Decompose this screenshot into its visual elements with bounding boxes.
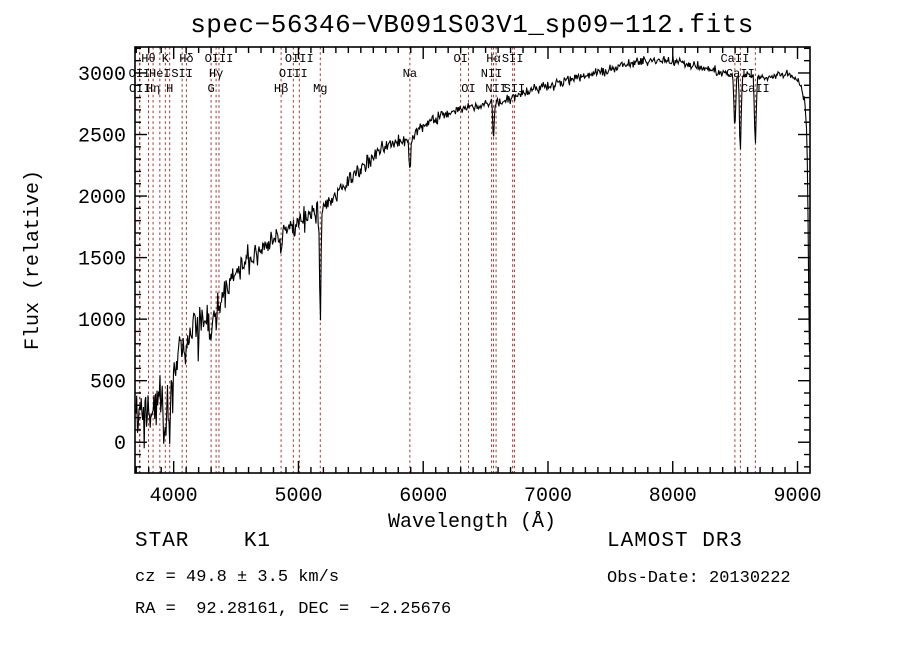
spectral-line-markers	[138, 47, 756, 473]
spectrum-trace-group	[135, 56, 811, 449]
spectral-line-label: Na	[403, 67, 417, 81]
survey-label: LAMOST DR3	[607, 530, 744, 553]
spectral-line-label: NII	[485, 82, 507, 96]
spectral-line-label: H	[166, 82, 173, 96]
y-tick-label: 2500	[78, 126, 126, 149]
spectral-line-label: NII	[481, 67, 503, 81]
x-tick-label: 4000	[150, 485, 198, 508]
chart-title: spec−56346−VB091S03V1_sp09−112.fits	[190, 10, 754, 40]
spectral-line-label: Hβ	[274, 82, 288, 96]
spectral-line-label: CaII	[741, 82, 770, 96]
spectral-line-label: Hγ	[209, 67, 223, 81]
spectral-line-labels: OIIOIIHθHηHeIKHSIIHδGHγOIIIHβOIIIOIIIMgN…	[129, 52, 770, 96]
spectral-line-label: HeI	[149, 67, 171, 81]
obs-date-value: Obs-Date: 20130222	[607, 569, 791, 588]
spectral-line-label: CaII	[720, 52, 749, 66]
x-tick-label: 5000	[274, 485, 322, 508]
x-axis-title: Wavelength (Å)	[388, 511, 556, 534]
spectrum-trace	[135, 56, 811, 449]
y-tick-label: 3000	[78, 64, 126, 87]
tick-labels: 4000 5000 6000 7000 8000 9000 0 500 1000 1500 2000…	[78, 64, 822, 508]
spectral-line-label: Mg	[313, 82, 327, 96]
spectral-line-label: Hδ	[179, 52, 193, 66]
plot-border	[134, 46, 811, 474]
spectral-line-label: OII	[129, 67, 151, 81]
y-tick-label: 1000	[78, 310, 126, 333]
object-class-label: STAR K1	[135, 530, 272, 553]
spectral-line-label: OIII	[205, 52, 234, 66]
spectral-line-label: Hη	[146, 82, 160, 96]
spectral-line-label: OIII	[279, 67, 308, 81]
spectral-line-label: SII	[171, 67, 193, 81]
y-axis-title: Flux (relative)	[22, 170, 45, 350]
spectral-line-label: G	[208, 82, 215, 96]
spectral-line-label: Hα	[486, 52, 500, 66]
x-tick-label: 9000	[774, 485, 822, 508]
axes	[134, 46, 811, 474]
x-tick-label: 7000	[524, 485, 572, 508]
spectral-line-label: K	[162, 52, 170, 66]
y-tick-label: 0	[114, 433, 126, 456]
x-tick-label: 6000	[399, 485, 447, 508]
cz-value: cz = 49.8 ± 3.5 km/s	[135, 568, 340, 587]
spectral-line-label: OI	[453, 52, 467, 66]
spectral-line-label: SII	[502, 52, 524, 66]
ra-dec-value: RA = 92.28161, DEC = −2.25676	[135, 600, 452, 619]
spectral-line-label: OIII	[285, 52, 314, 66]
y-tick-label: 2000	[78, 187, 126, 210]
spectral-line-label: Hθ	[141, 52, 155, 66]
spectral-line-label: OI	[461, 82, 475, 96]
x-tick-label: 8000	[649, 485, 697, 508]
y-tick-label: 500	[90, 372, 126, 395]
y-tick-label: 1500	[78, 249, 126, 272]
spectral-line-label: SII	[504, 82, 526, 96]
